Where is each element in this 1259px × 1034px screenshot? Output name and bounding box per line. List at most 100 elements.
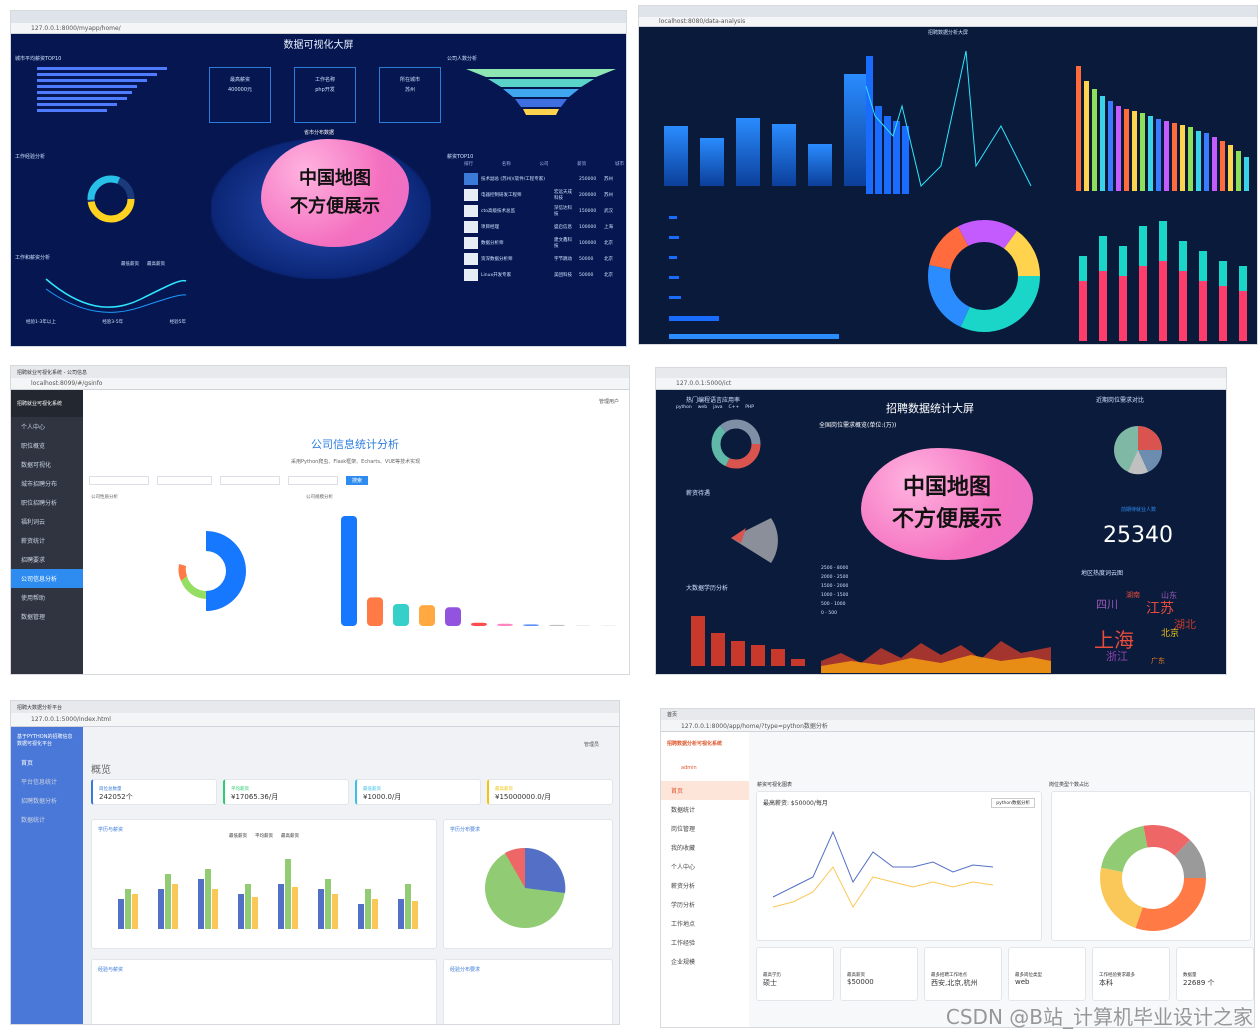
cell: 技术副总 (苏州)(软件/工程专家)	[481, 177, 545, 182]
cell: 150000	[579, 208, 597, 214]
job-select[interactable]: python数据分析	[991, 798, 1035, 808]
chart-left-title: 公司性质分析	[91, 495, 118, 500]
cell: 200000	[579, 192, 597, 198]
menu-item[interactable]: 薪资统计	[21, 538, 46, 545]
kpi-box-job: 工作名称 php开发	[294, 67, 356, 123]
address-bar[interactable]: localhost:8080/data-analysis	[639, 17, 1257, 27]
menu-item[interactable]: 薪资分析	[671, 883, 696, 890]
menu-item[interactable]: 数据统计	[671, 807, 696, 814]
user-label[interactable]: 管理用户	[598, 399, 619, 405]
kpi-value: 苏州	[404, 87, 415, 93]
address-bar[interactable]: 127.0.0.1:8000/app/home/?type=python数据分析	[661, 720, 1254, 732]
tab-title[interactable]: 招聘就业可视化系统 - 公司信息	[17, 369, 87, 376]
menu-item[interactable]: 城市招聘分布	[21, 481, 58, 488]
scale-item: 0 - 500	[821, 611, 837, 616]
city-bar	[37, 73, 157, 76]
address-bar[interactable]: 127.0.0.1:5000/ict	[656, 378, 1226, 390]
cell: 资深数据分析师	[481, 257, 513, 262]
menu-item-active[interactable]: 首页	[661, 781, 749, 800]
search-input[interactable]	[89, 476, 149, 485]
menu-item[interactable]: 个人中心	[21, 424, 46, 431]
cell: 字节跳动	[554, 257, 572, 262]
legend-item: 最高薪资	[281, 834, 299, 839]
type-card	[1051, 791, 1251, 941]
chart-title: 经验与薪资	[98, 967, 124, 973]
edu-title: 大数据学历分析	[686, 585, 729, 592]
stat-label: 最高学历	[763, 973, 781, 978]
address-bar[interactable]: localhost:8099/#/gsinfo	[11, 378, 629, 390]
col-rank: 排行	[464, 162, 473, 167]
stat-card: 最多岗位类型 web	[1008, 947, 1086, 1001]
panel-dashboard-4: 127.0.0.1:5000/ict 招聘数据统计大屏 热门编程语言应用率 py…	[655, 367, 1227, 675]
menu-item[interactable]: 数据统计	[21, 817, 46, 824]
menu-item-active[interactable]: 公司信息分析	[11, 569, 83, 588]
search-input[interactable]	[220, 476, 280, 485]
stat-card: 工作经验要求最多 本科	[1092, 947, 1170, 1001]
salary-title: 薪资待遇	[686, 490, 711, 497]
bar	[893, 121, 900, 194]
city-top-title: 城市平均薪资TOP10	[15, 56, 62, 62]
page-heading: 公司信息统计分析	[311, 438, 399, 451]
menu-item-active[interactable]: 首页	[21, 760, 34, 767]
stat-value: ¥1000.0/月	[363, 793, 402, 801]
menu-item[interactable]: 使用帮助	[21, 595, 46, 602]
menu-item[interactable]: 职位招聘分析	[21, 500, 58, 507]
user-label[interactable]: 管理员	[583, 742, 599, 748]
x-label: 经验3-5年	[102, 320, 124, 325]
menu-item[interactable]: 工作经验	[671, 940, 696, 947]
edu-salary-bars	[118, 859, 418, 929]
address-bar[interactable]: 127.0.0.1:5000/index.html	[11, 713, 619, 727]
panel-company-analysis: 招聘就业可视化系统 - 公司信息 localhost:8099/#/gsinfo…	[10, 365, 630, 675]
menu-item[interactable]: 学历分析	[671, 902, 696, 909]
menu-item[interactable]: 我的收藏	[671, 845, 696, 852]
menu-item[interactable]: 招聘数据分析	[21, 798, 58, 805]
menu-item[interactable]: 招聘要求	[21, 557, 46, 564]
city-bar	[37, 109, 107, 112]
user-name[interactable]: admin	[681, 765, 697, 771]
legend-item: 最低薪资	[121, 262, 139, 267]
map-placeholder-line1: 中国地图	[902, 475, 991, 500]
menu-item[interactable]: 企业规模	[671, 959, 696, 966]
stat-card: 平均薪资 ¥17065.36/月	[223, 779, 349, 805]
stat-card: 最高学历 硕士	[756, 947, 834, 1001]
tab-title[interactable]: 招聘大数据分析平台	[17, 704, 63, 711]
jobseekers-title: 前期待就业人数	[1121, 507, 1157, 513]
menu-item[interactable]: 平台信息统计	[21, 779, 58, 786]
menu-item[interactable]: 福利词云	[21, 519, 46, 526]
size-bar	[471, 622, 487, 626]
size-bar	[575, 625, 591, 626]
menu-item[interactable]: 数据管理	[21, 614, 46, 621]
kpi-value: php开发	[315, 87, 335, 93]
search-button[interactable]: 搜索	[346, 476, 369, 485]
address-bar[interactable]: 127.0.0.1:8000/myapp/home/	[11, 23, 626, 34]
menu-item[interactable]: 岗位管理	[671, 826, 696, 833]
cloud-word: 湖南	[1126, 591, 1140, 599]
size-bar	[549, 624, 565, 626]
browser-tabbar	[11, 11, 626, 23]
stat-value: 242052个	[99, 793, 133, 801]
scale-item: 2500 - 8000	[821, 566, 849, 571]
stat-card: 最高薪资 ¥15000000.0/月	[487, 779, 613, 805]
menu-item[interactable]: 个人中心	[671, 864, 696, 871]
chart1-title: 薪资可视化图表	[757, 782, 793, 788]
search-input[interactable]	[288, 476, 338, 485]
col-city: 城市	[615, 162, 624, 167]
menu-item[interactable]: 职位概览	[21, 443, 46, 450]
recent-title: 近期岗位需求对比	[1096, 397, 1145, 404]
page-sub: 采用Python爬虫、Flask框架、Echarts、VUE等技术实现	[291, 459, 421, 465]
tab-title[interactable]: 首页	[667, 712, 678, 718]
menu-item[interactable]: 工作地点	[671, 921, 696, 928]
size-bar	[445, 607, 461, 626]
search-input[interactable]	[157, 476, 212, 485]
menu-item[interactable]: 数据可视化	[21, 462, 52, 469]
cloud-word: 广东	[1151, 657, 1165, 665]
bar	[664, 126, 688, 186]
x-labels: 经验1-3年以上 经验3-5年 经验5年	[26, 319, 186, 325]
browser-tabbar	[639, 6, 1257, 17]
scale-item: 2000 - 2500	[821, 575, 849, 580]
salary-table: 排行 名称 公司 薪资 城市 技术副总 (苏州)(软件/工程专家) 250000 苏…	[464, 161, 624, 283]
salary-top-title: 薪资TOP10	[447, 154, 474, 160]
stat-label: 最高薪资	[495, 787, 513, 792]
stat-value: 西安,北京,杭州	[931, 979, 978, 987]
page-title: 招聘数据统计大屏	[886, 402, 974, 415]
